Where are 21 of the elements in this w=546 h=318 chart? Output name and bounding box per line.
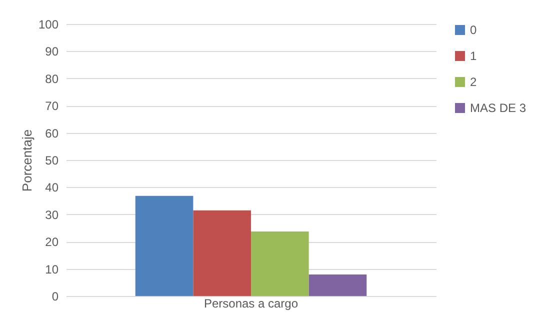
y-tick-label: 30 (45, 208, 59, 222)
legend-label: 2 (470, 75, 477, 89)
legend-label: 0 (470, 23, 477, 37)
bar (308, 274, 367, 296)
x-tick-label: Personas a cargo (204, 296, 298, 310)
legend-label: MAS DE 3 (470, 101, 526, 115)
y-tick-label: 10 (45, 262, 59, 276)
y-tick-label: 100 (38, 18, 59, 32)
y-tick-label: 80 (45, 72, 59, 86)
y-tick-label: 40 (45, 180, 59, 195)
bar (193, 210, 251, 296)
legend-label: 1 (470, 49, 477, 63)
bar (251, 232, 309, 296)
y-tick-label: 90 (45, 44, 59, 59)
y-tick-label: 60 (45, 126, 59, 140)
y-tick-label: 70 (45, 99, 59, 114)
bar (135, 196, 194, 296)
y-tick-label: 20 (45, 235, 59, 250)
y-axis-title: Porcentaje (19, 129, 34, 192)
y-tick-label: 0 (52, 290, 59, 304)
y-tick-label: 50 (45, 154, 59, 168)
